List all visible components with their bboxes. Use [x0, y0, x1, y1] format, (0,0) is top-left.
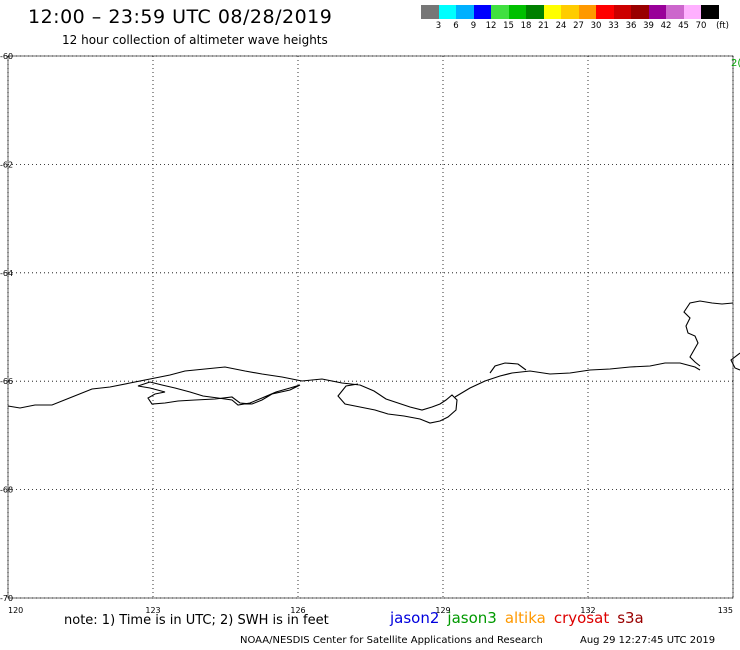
colorbar-label: 27: [573, 21, 584, 31]
longitude-label: 120: [8, 606, 23, 615]
satellite-legend-jason2: jason2: [390, 609, 440, 627]
satellite-legend-altika: altika: [504, 609, 546, 627]
colorbar-swatch: [456, 5, 474, 19]
colorbar-label: 3: [435, 21, 442, 31]
colorbar-label: 30: [590, 21, 602, 31]
colorbar-swatch: [526, 5, 544, 19]
colorbar-label: (ft): [716, 21, 729, 31]
colorbar-swatch: [648, 5, 666, 19]
colorbar-label: 33: [608, 21, 619, 31]
latitude-label: -62: [0, 160, 13, 169]
satellite-legend-cryosat: cryosat: [553, 609, 610, 627]
longitude-label: 126: [290, 606, 305, 615]
latitude-label: -64: [0, 269, 13, 278]
colorbar-label: 45: [678, 21, 689, 31]
colorbar-label: 6: [453, 21, 459, 31]
latitude-label: -70: [0, 594, 13, 603]
colorbar-swatch: [631, 5, 649, 19]
colorbar-label: 36: [625, 21, 637, 31]
colorbar-swatch: [596, 5, 614, 19]
latitude-labels: -60 -62 -64 -66 -68 -70: [0, 52, 13, 603]
longitude-label: 132: [580, 606, 595, 615]
satellite-legend: jason2 jason3 altika cryosat s3a: [390, 609, 652, 627]
map-frame: [7, 55, 734, 599]
longitude-label: 135: [718, 606, 733, 615]
colorbar-swatch: [543, 5, 561, 19]
colorbar-label: 42: [660, 21, 672, 31]
colorbar-swatch: [438, 5, 456, 19]
wave-height-colorbar: 3 6 9 12 15 18 21 24 27 30 33 36 39 42 45 70 (ft): [421, 5, 729, 31]
satellite-legend-s3a: s3a: [617, 609, 644, 627]
latitude-label: -66: [0, 377, 13, 386]
colorbar-swatch: [473, 5, 491, 19]
colorbar-label: 12: [485, 21, 497, 31]
latitude-label: -68: [0, 486, 13, 495]
colorbar-swatches: [421, 5, 719, 19]
colorbar-labels: 3 6 9 12 15 18 21 24 27 30 33 36 39 42 45 70 (ft): [421, 19, 729, 31]
colorbar-swatch: [508, 5, 526, 19]
colorbar-swatch: [683, 5, 701, 19]
map-subtitle: 12 hour collection of altimeter wave hei…: [62, 33, 328, 47]
colorbar-swatch: [666, 5, 684, 19]
latitude-label: -60: [0, 52, 13, 61]
longitude-labels: 120 123 126 129 132 135: [8, 606, 733, 615]
antarctic-coastline: [7, 300, 740, 424]
colorbar-label: 70: [695, 21, 707, 31]
colorbar-swatch: [613, 5, 631, 19]
colorbar-label: 24: [555, 21, 567, 31]
colorbar-label: 9: [470, 21, 477, 31]
graticule: [7, 55, 734, 599]
map-title: 12:00 – 23:59 UTC 08/28/2019: [28, 6, 333, 28]
colorbar-label: 15: [503, 21, 514, 31]
corner-mark: 2(: [731, 58, 740, 69]
colorbar-swatch: [578, 5, 596, 19]
colorbar-label: 39: [643, 21, 654, 31]
longitude-label: 123: [145, 606, 160, 615]
colorbar-swatch: [421, 5, 439, 19]
satellite-legend-jason3: jason3: [447, 609, 497, 627]
colorbar-swatch: [561, 5, 579, 19]
footer-note: note: 1) Time is in UTC; 2) SWH is in fe…: [64, 613, 329, 628]
colorbar-label: 18: [520, 21, 532, 31]
timestamp-text: Aug 29 12:27:45 UTC 2019: [580, 635, 716, 646]
credit-text: NOAA/NESDIS Center for Satellite Applica…: [240, 635, 543, 646]
colorbar-swatch: [701, 5, 719, 19]
colorbar-swatch: [491, 5, 509, 19]
colorbar-label: 21: [538, 21, 549, 31]
longitude-label: 129: [435, 606, 450, 615]
